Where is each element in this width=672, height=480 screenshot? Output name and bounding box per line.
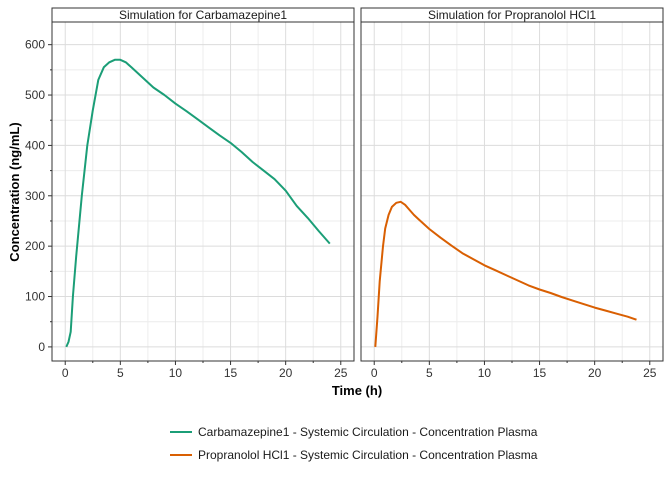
x-tick-label: 25 [643, 366, 657, 380]
y-tick-label: 400 [25, 138, 45, 152]
legend-item: Carbamazepine1 - Systemic Circulation - … [170, 425, 538, 439]
y-tick-label: 500 [25, 88, 45, 102]
y-axis-title: Concentration (ng/mL) [7, 122, 22, 261]
x-tick-label: 10 [169, 366, 183, 380]
x-tick-label: 0 [371, 366, 378, 380]
y-tick-label: 100 [25, 290, 45, 304]
panel-title: Simulation for Carbamazepine1 [119, 8, 287, 22]
x-tick-label: 20 [588, 366, 602, 380]
x-tick-label: 5 [426, 366, 433, 380]
legend-label: Carbamazepine1 - Systemic Circulation - … [198, 425, 538, 439]
panel-title: Simulation for Propranolol HCl1 [428, 8, 596, 22]
x-axis-title: Time (h) [332, 383, 382, 398]
series-line [374, 200, 637, 347]
y-tick-label: 600 [25, 38, 45, 52]
legend: Carbamazepine1 - Systemic Circulation - … [170, 425, 538, 462]
panel-carbamazepine: Simulation for Carbamazepine1 0100200300… [25, 7, 355, 380]
x-tick-label: 5 [117, 366, 124, 380]
x-tick-label: 15 [224, 366, 238, 380]
x-tick-label: 15 [533, 366, 547, 380]
legend-item: Propranolol HCl1 - Systemic Circulation … [170, 448, 538, 462]
panel-propranolol: Simulation for Propranolol HCl1 0 5 10 15 20… [360, 7, 664, 380]
y-tick-label: 300 [25, 189, 45, 203]
legend-label: Propranolol HCl1 - Systemic Circulation … [198, 448, 538, 462]
x-tick-label: 10 [478, 366, 492, 380]
y-tick-label: 0 [38, 340, 45, 354]
series-line [65, 58, 331, 348]
x-tick-label: 25 [334, 366, 348, 380]
x-tick-label: 0 [62, 366, 69, 380]
y-tick-label: 200 [25, 239, 45, 253]
x-tick-label: 20 [279, 366, 293, 380]
